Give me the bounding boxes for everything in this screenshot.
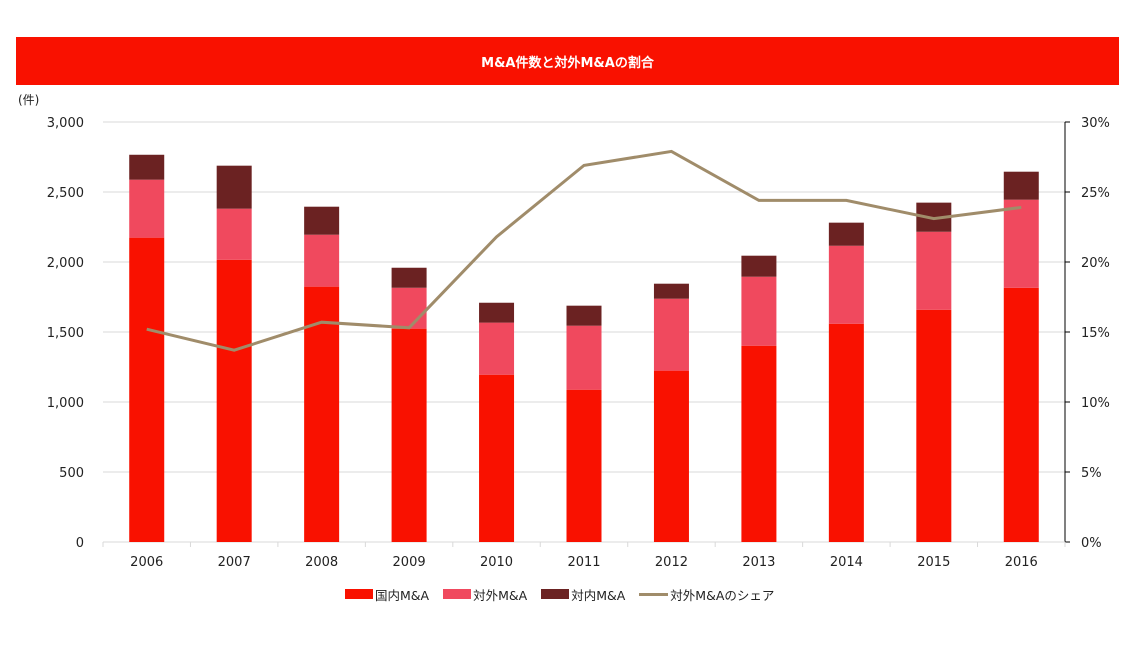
- legend-item-domestic: 国内M&A: [345, 585, 429, 604]
- legend-label-inbound: 対内M&A: [571, 587, 626, 603]
- x-tick-label: 2013: [742, 555, 775, 570]
- y2-tick-label: 15%: [1081, 326, 1110, 341]
- y-tick-label: 500: [59, 466, 84, 481]
- x-axis: 2006 2007 2008 2009 2010 2011 2012 2013 2014 2015…: [102, 541, 1066, 570]
- chart-title: M&A件数と対外M&Aの割合: [481, 55, 654, 71]
- y-tick-label: 1,000: [47, 396, 84, 411]
- left-y-axis: 3,000 2,500 2,000 1,500 1,000 500 0: [47, 116, 84, 551]
- x-tick-label: 2011: [567, 555, 600, 570]
- bar-domestic: [1003, 287, 1039, 542]
- bar-outbound: [741, 276, 777, 346]
- y2-tick-label: 25%: [1081, 186, 1110, 201]
- bar-outbound: [1003, 199, 1039, 288]
- y-tick-label: 0: [76, 536, 84, 551]
- bar-outbound: [304, 234, 340, 287]
- bar-outbound: [566, 325, 602, 390]
- bar-inbound: [741, 255, 777, 277]
- share-line: [146, 149, 1022, 352]
- bar-inbound: [129, 154, 165, 180]
- legend-swatch-inbound: [541, 589, 570, 599]
- x-tick-label: 2015: [917, 555, 950, 570]
- y2-tick-label: 5%: [1081, 466, 1102, 481]
- bar-outbound: [391, 287, 427, 329]
- legend-item-outbound: 対外M&A: [443, 585, 527, 604]
- legend-swatch-domestic: [345, 589, 373, 599]
- bar-inbound: [479, 302, 515, 323]
- bar-domestic: [391, 328, 427, 542]
- y2-tick-label: 20%: [1081, 256, 1110, 271]
- bar-outbound: [916, 231, 952, 310]
- bar-inbound: [304, 206, 340, 235]
- y-tick-label: 2,000: [47, 256, 84, 271]
- legend: 国内M&A 対外M&A 対内M&A 対外M&Aのシェア: [345, 584, 788, 604]
- x-tick-label: 2014: [830, 555, 863, 570]
- bar-outbound: [216, 208, 252, 260]
- bar-domestic: [653, 370, 689, 542]
- x-tick-label: 2016: [1005, 555, 1038, 570]
- y-tick-label: 3,000: [47, 116, 84, 131]
- bar-domestic: [916, 309, 952, 542]
- bar-domestic: [479, 374, 515, 542]
- x-tick-label: 2012: [655, 555, 688, 570]
- x-tick-label: 2006: [130, 555, 163, 570]
- bar-outbound: [129, 179, 165, 238]
- legend-item-share: 対外M&Aのシェア: [639, 585, 774, 604]
- y2-tick-label: 10%: [1081, 396, 1110, 411]
- x-tick-label: 2009: [393, 555, 426, 570]
- bar-outbound: [828, 245, 864, 324]
- bar-domestic: [828, 323, 864, 542]
- legend-label-outbound: 対外M&A: [473, 587, 528, 603]
- chart-title-banner: M&A件数と対外M&Aの割合: [16, 37, 1119, 85]
- y2-tick-label: 30%: [1081, 116, 1110, 131]
- y2-tick-label: 0%: [1081, 536, 1102, 551]
- bar-inbound: [1003, 171, 1039, 200]
- legend-label-domestic: 国内M&A: [375, 587, 430, 603]
- bar-domestic: [741, 345, 777, 542]
- bar-domestic: [304, 286, 340, 542]
- x-tick-label: 2010: [480, 555, 513, 570]
- bar-inbound: [391, 267, 427, 288]
- bar-inbound: [653, 283, 689, 299]
- y-axis-unit-label: (件): [18, 93, 40, 107]
- bar-inbound: [566, 305, 602, 326]
- x-tick-label: 2007: [218, 555, 251, 570]
- y-tick-label: 2,500: [47, 186, 84, 201]
- legend-swatch-outbound: [443, 589, 472, 599]
- bar-outbound: [653, 298, 689, 371]
- bar-domestic: [566, 389, 602, 542]
- bar-outbound: [479, 322, 515, 375]
- bar-domestic: [216, 259, 252, 542]
- bar-domestic: [129, 237, 165, 542]
- x-tick-label: 2008: [305, 555, 338, 570]
- bars: [129, 154, 1039, 542]
- bar-inbound: [216, 165, 252, 209]
- legend-swatch-share: [639, 592, 669, 596]
- right-y-axis: 30% 25% 20% 15% 10% 5% 0%: [1064, 116, 1110, 551]
- legend-label-share: 対外M&Aのシェア: [670, 587, 775, 603]
- bar-inbound: [828, 222, 864, 246]
- y-tick-label: 1,500: [47, 326, 84, 341]
- legend-item-inbound: 対内M&A: [541, 585, 625, 604]
